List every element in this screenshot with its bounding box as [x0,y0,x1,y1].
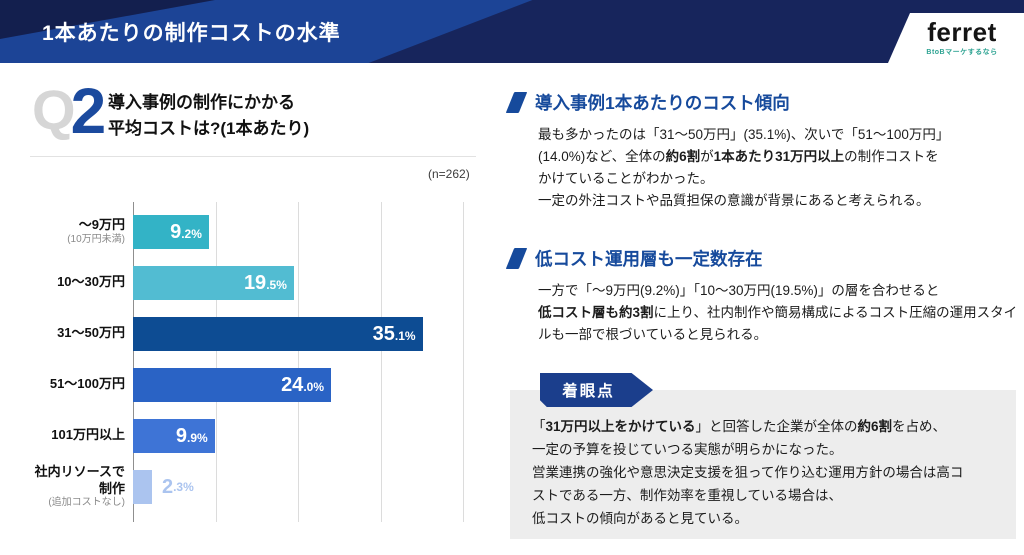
bar [133,469,152,504]
bar-row: 〜9万円 (10万円未満) 9.2% [30,206,476,257]
text-line: ストである一方、制作効率を重視している場合は、 [532,487,842,503]
bar-track: 19.5% [133,265,463,300]
bar-value-label: 19.5% [243,271,287,294]
focus-point-box: 着眼点 「31万円以上をかけている」と回答した企業が全体の約6割を占め、 一定の予… [510,373,1016,539]
slash-icon [505,92,528,113]
bar-row: 51〜100万円 24.0% [30,359,476,410]
bar-track: 9.2% [133,214,463,249]
section-body: 一方で「〜9万円(9.2%)」「10〜30万円(19.5%)」の層を合わせると低… [538,280,1018,346]
bar-track: 24.0% [133,367,463,402]
text-line: 低コストの傾向があると見ている。 [532,510,748,526]
focus-point-body: 「31万円以上をかけている」と回答した企業が全体の約6割を占め、 一定の予算を投じ… [510,390,1016,531]
bar: 19.5% [133,265,294,300]
bar-value-label: 35.1% [372,322,416,345]
bar-value-label: 9.9% [175,424,208,447]
bar: 9.2% [133,214,209,249]
y-axis-line [133,202,134,522]
divider-line [30,156,476,157]
bar-category-sublabel: (追加コストなし) [48,496,125,508]
text-line: 営業連携の強化や意思決定支援を狙って作り込む運用方針の場合は高コ [532,464,964,480]
section-title: 導入事例1本あたりのコスト傾向 [535,93,790,113]
text-line: 一方で「〜9万円(9.2%)」「10〜30万円(19.5%)」の層を合わせると [538,283,940,298]
text-line: ルも一部で根づいていると見られる。 [538,327,768,342]
slash-icon [505,248,528,269]
ferret-logo-text: ferret [927,17,997,47]
text-line: 一定の予算を投じていつる実態が明らかになった。 [532,441,843,457]
gridline [380,202,382,522]
bar: 35.1% [133,316,423,351]
text-line: 「31万円以上をかけている」と回答した企業が全体の約6割を占め、 [532,419,947,434]
bar-track: 2.3% [133,469,463,504]
bar: 9.9% [133,418,215,453]
page-title: 1本あたりの制作コストの水準 [42,21,341,45]
question-line-2: 平均コストは?(1本あたり) [108,119,310,139]
bar-track: 35.1% [133,316,463,351]
bar-row: 101万円以上 9.9% [30,410,476,461]
section-title: 低コスト運用層も一定数存在 [535,249,763,269]
text-line: 低コスト層も約3割に上り、社内制作や簡易構成によるコスト圧縮の運用スタイ [538,305,1018,320]
question-line-1: 導入事例の制作にかかる [108,93,295,112]
ferret-logo-tagline: BtoBマーケするなら [926,49,998,56]
question-text: 導入事例の制作にかかる 平均コストは?(1本あたり) [108,90,309,143]
bar-value-label: 2.3% [161,475,194,498]
bar-value-label: 9.2% [170,220,202,243]
bar-row: 10〜30万円 19.5% [30,257,476,308]
bar: 24.0% [133,367,331,402]
question-number-badge: Q 2 [32,75,107,147]
bar-row: 社内リソースで制作 (追加コストなし) 2.3% [30,461,476,512]
header-bar: 1本あたりの制作コストの水準 ferret BtoBマーケするなら [0,0,1024,63]
bar-category-sublabel: (10万円未満) [67,233,125,245]
gridline [215,202,217,522]
ferret-logo: ferret BtoBマーケするなら [888,13,1024,63]
q-number: 2 [70,75,107,147]
text-line: かけていることがわかった。 [538,171,714,186]
bar-category-label: 社内リソースで制作 (追加コストなし) [30,464,125,509]
bar-chart: 〜9万円 (10万円未満) 9.2% 10〜30万円 19.5% 31〜50万円 35.1%… [30,198,476,528]
section-low-cost: 低コスト運用層も一定数存在 一方で「〜9万円(9.2%)」「10〜30万円(19… [505,246,1018,346]
text-line: 最も多かったのは「31〜50万円」(35.1%)、次いで「51〜100万円」 [538,127,950,142]
q-letter: Q [32,78,76,141]
gridline [298,202,299,522]
bar-category-label: 31〜50万円 [57,325,125,341]
bar-chart-grid [133,202,464,522]
section-header: 導入事例1本あたりのコスト傾向 [505,90,1018,115]
section-header: 低コスト運用層も一定数存在 [505,246,1018,271]
bar-chart-rows: 〜9万円 (10万円未満) 9.2% 10〜30万円 19.5% 31〜50万円 35.1%… [30,206,476,512]
bar-track: 9.9% [133,418,463,453]
focus-point-badge: 着眼点 [540,373,653,407]
sample-size-label: (n=262) [428,167,470,181]
bar-category-label: 10〜30万円 [57,274,125,290]
gridline [463,202,464,522]
bar-row: 31〜50万円 35.1% [30,308,476,359]
bar-category-label: 〜9万円 (10万円未満) [30,217,125,245]
bar-category-label: 101万円以上 [51,427,125,443]
bar-category-label: 51〜100万円 [49,376,125,392]
bar-value-label: 24.0% [281,373,324,396]
section-body: 最も多かったのは「31〜50万円」(35.1%)、次いで「51〜100万円」 (1… [538,124,1018,212]
text-line: 一定の外注コストや品質担保の意識が背景にあると考えられる。 [538,193,930,208]
section-cost-trend: 導入事例1本あたりのコスト傾向 最も多かったのは「31〜50万円」(35.1%)… [505,90,1018,212]
text-line: (14.0%)など、全体の約6割が1本あたり31万円以上の制作コストを [538,149,939,164]
